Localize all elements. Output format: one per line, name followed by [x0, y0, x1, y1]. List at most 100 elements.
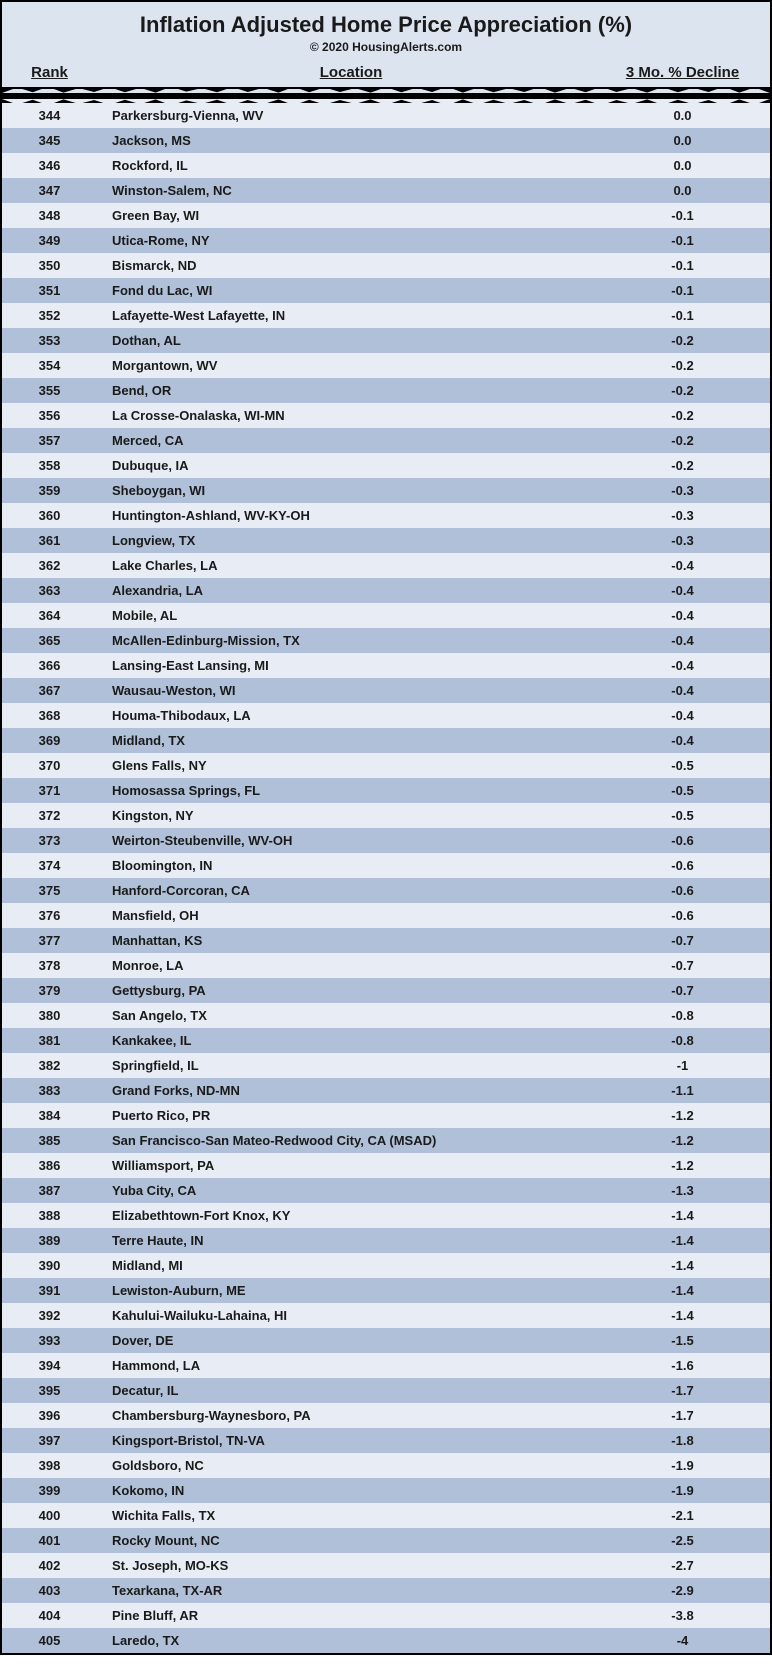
cell-location: Glens Falls, NY — [97, 758, 605, 773]
table-row: 348Green Bay, WI-0.1 — [2, 203, 770, 228]
cell-location: Texarkana, TX-AR — [97, 1583, 605, 1598]
cell-rank: 369 — [2, 733, 97, 748]
copyright-text: © 2020 HousingAlerts.com — [2, 40, 770, 60]
cell-rank: 404 — [2, 1608, 97, 1623]
cell-location: McAllen-Edinburg-Mission, TX — [97, 633, 605, 648]
cell-rank: 365 — [2, 633, 97, 648]
cell-location: Terre Haute, IN — [97, 1233, 605, 1248]
cell-rank: 377 — [2, 933, 97, 948]
cell-rank: 354 — [2, 358, 97, 373]
cell-rank: 403 — [2, 1583, 97, 1598]
cell-value: 0.0 — [605, 183, 770, 198]
cell-value: -0.1 — [605, 208, 770, 223]
table-row: 349Utica-Rome, NY-0.1 — [2, 228, 770, 253]
cell-location: Merced, CA — [97, 433, 605, 448]
cell-value: -0.7 — [605, 958, 770, 973]
cell-location: Bloomington, IN — [97, 858, 605, 873]
header-rank: Rank — [2, 64, 97, 81]
cell-value: -1.4 — [605, 1283, 770, 1298]
cell-location: Longview, TX — [97, 533, 605, 548]
cell-location: Houma-Thibodaux, LA — [97, 708, 605, 723]
cell-location: Kahului-Wailuku-Lahaina, HI — [97, 1308, 605, 1323]
cell-value: -1.8 — [605, 1433, 770, 1448]
table-row: 363Alexandria, LA-0.4 — [2, 578, 770, 603]
cell-rank: 392 — [2, 1308, 97, 1323]
cell-value: -4 — [605, 1633, 770, 1648]
cell-rank: 344 — [2, 108, 97, 123]
table-row: 344Parkersburg-Vienna, WV0.0 — [2, 103, 770, 128]
cell-value: -0.2 — [605, 458, 770, 473]
cell-location: Sheboygan, WI — [97, 483, 605, 498]
cell-location: Kingsport-Bristol, TN-VA — [97, 1433, 605, 1448]
cell-value: -3.8 — [605, 1608, 770, 1623]
table-row: 361Longview, TX-0.3 — [2, 528, 770, 553]
table-row: 402St. Joseph, MO-KS-2.7 — [2, 1553, 770, 1578]
cell-value: -0.1 — [605, 283, 770, 298]
cell-rank: 346 — [2, 158, 97, 173]
cell-location: Goldsboro, NC — [97, 1458, 605, 1473]
cell-rank: 396 — [2, 1408, 97, 1423]
table-row: 385San Francisco-San Mateo-Redwood City,… — [2, 1128, 770, 1153]
cell-value: -0.6 — [605, 883, 770, 898]
cell-location: Gettysburg, PA — [97, 983, 605, 998]
cell-rank: 395 — [2, 1383, 97, 1398]
cell-rank: 383 — [2, 1083, 97, 1098]
cell-rank: 362 — [2, 558, 97, 573]
table-row: 390Midland, MI-1.4 — [2, 1253, 770, 1278]
cell-rank: 399 — [2, 1483, 97, 1498]
cell-location: Dothan, AL — [97, 333, 605, 348]
cell-rank: 387 — [2, 1183, 97, 1198]
cell-value: -1.3 — [605, 1183, 770, 1198]
table-row: 387Yuba City, CA-1.3 — [2, 1178, 770, 1203]
table-row: 382Springfield, IL-1 — [2, 1053, 770, 1078]
cell-value: -0.5 — [605, 808, 770, 823]
cell-rank: 368 — [2, 708, 97, 723]
cell-value: -1.9 — [605, 1458, 770, 1473]
cell-value: -1.2 — [605, 1108, 770, 1123]
cell-location: Midland, MI — [97, 1258, 605, 1273]
cell-value: -2.7 — [605, 1558, 770, 1573]
table-row: 362Lake Charles, LA-0.4 — [2, 553, 770, 578]
cell-rank: 397 — [2, 1433, 97, 1448]
cell-value: -0.4 — [605, 708, 770, 723]
table-row: 379Gettysburg, PA-0.7 — [2, 978, 770, 1003]
cell-rank: 374 — [2, 858, 97, 873]
cell-value: -1.6 — [605, 1358, 770, 1373]
cell-rank: 360 — [2, 508, 97, 523]
table-row: 352Lafayette-West Lafayette, IN-0.1 — [2, 303, 770, 328]
cell-location: St. Joseph, MO-KS — [97, 1558, 605, 1573]
cell-rank: 389 — [2, 1233, 97, 1248]
cell-rank: 385 — [2, 1133, 97, 1148]
cell-location: Laredo, TX — [97, 1633, 605, 1648]
cell-value: -0.5 — [605, 783, 770, 798]
table-row: 357Merced, CA-0.2 — [2, 428, 770, 453]
cell-value: -1.4 — [605, 1308, 770, 1323]
cell-location: Lafayette-West Lafayette, IN — [97, 308, 605, 323]
cell-location: Morgantown, WV — [97, 358, 605, 373]
table-row: 369Midland, TX-0.4 — [2, 728, 770, 753]
torn-edge-divider — [2, 89, 770, 103]
cell-value: -1 — [605, 1058, 770, 1073]
cell-location: Grand Forks, ND-MN — [97, 1083, 605, 1098]
cell-rank: 376 — [2, 908, 97, 923]
cell-location: Utica-Rome, NY — [97, 233, 605, 248]
table-row: 347Winston-Salem, NC0.0 — [2, 178, 770, 203]
cell-rank: 359 — [2, 483, 97, 498]
table-row: 386Williamsport, PA-1.2 — [2, 1153, 770, 1178]
table-row: 393Dover, DE-1.5 — [2, 1328, 770, 1353]
cell-rank: 350 — [2, 258, 97, 273]
table-row: 368Houma-Thibodaux, LA-0.4 — [2, 703, 770, 728]
cell-value: -0.6 — [605, 833, 770, 848]
cell-location: Puerto Rico, PR — [97, 1108, 605, 1123]
cell-value: -0.6 — [605, 908, 770, 923]
table-row: 404Pine Bluff, AR-3.8 — [2, 1603, 770, 1628]
cell-rank: 357 — [2, 433, 97, 448]
cell-rank: 358 — [2, 458, 97, 473]
table-row: 354Morgantown, WV-0.2 — [2, 353, 770, 378]
table-row: 380San Angelo, TX-0.8 — [2, 1003, 770, 1028]
cell-rank: 364 — [2, 608, 97, 623]
cell-rank: 355 — [2, 383, 97, 398]
cell-value: -0.3 — [605, 483, 770, 498]
table-row: 360Huntington-Ashland, WV-KY-OH-0.3 — [2, 503, 770, 528]
cell-rank: 375 — [2, 883, 97, 898]
